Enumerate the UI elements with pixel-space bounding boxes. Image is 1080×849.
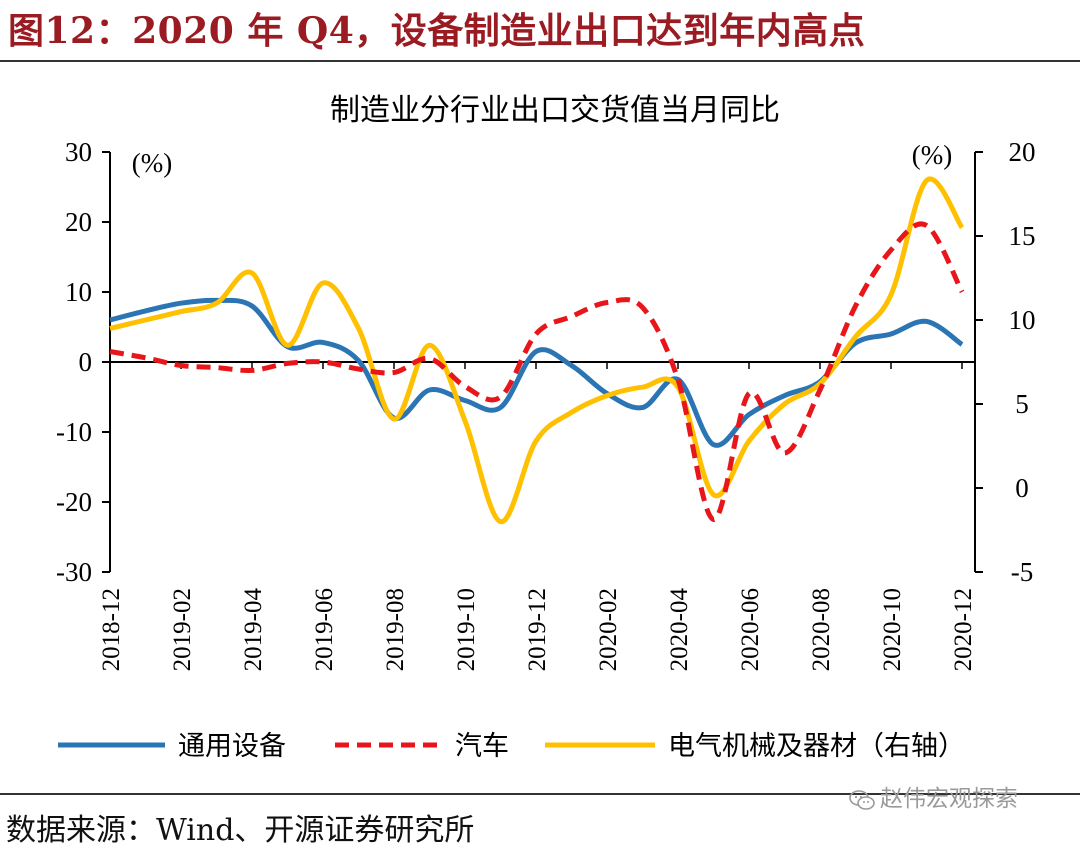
- right-axis-ticks: -5 0 5 10 15 20: [975, 137, 1036, 587]
- left-tick-label: -20: [56, 487, 92, 517]
- right-tick-label: 5: [1015, 389, 1029, 419]
- right-axis-unit: (%): [912, 140, 952, 170]
- figure-title: 图12：2020 年 Q4，设备制造业出口达到年内高点: [8, 10, 866, 52]
- watermark-text: 赵伟宏观探索: [880, 786, 1018, 812]
- x-axis-ticks: 2018-12 2019-02 2019-04 2019-06 2019-08 2019-…: [98, 362, 977, 671]
- x-tick-label: 2020-10: [879, 588, 906, 671]
- left-tick-label: 0: [79, 347, 93, 377]
- x-tick-label: 2020-12: [950, 588, 977, 671]
- series-lines: [109, 176, 965, 525]
- legend-item-auto: 汽车: [335, 731, 509, 762]
- legend-label-electrical: 电气机械及器材（右轴）: [668, 731, 965, 762]
- x-tick-label: 2019-04: [240, 588, 267, 672]
- axes: [109, 152, 976, 572]
- wechat-icon: [849, 789, 875, 810]
- x-tick-label: 2019-08: [382, 588, 409, 671]
- right-tick-label: 15: [1009, 221, 1036, 251]
- legend-item-electrical: 电气机械及器材（右轴）: [545, 731, 965, 762]
- chart-title: 制造业分行业出口交货值当月同比: [330, 93, 780, 128]
- right-tick-label: -5: [1011, 557, 1034, 587]
- x-tick-label: 2019-12: [524, 588, 551, 671]
- x-tick-label: 2018-12: [98, 588, 125, 671]
- x-tick-label: 2020-04: [666, 588, 693, 672]
- left-tick-label: 10: [65, 277, 92, 307]
- x-tick-label: 2019-02: [169, 588, 196, 671]
- legend-label-general-equipment: 通用设备: [178, 731, 286, 762]
- left-tick-label: -10: [56, 417, 92, 447]
- figure-header: 图12：2020 年 Q4，设备制造业出口达到年内高点: [0, 0, 1080, 62]
- right-tick-label: 10: [1009, 305, 1036, 335]
- left-tick-label: -30: [56, 557, 92, 587]
- watermark: 赵伟宏观探索: [848, 779, 1018, 813]
- legend-label-auto: 汽车: [455, 731, 509, 762]
- right-tick-label: 0: [1015, 473, 1029, 503]
- series-electrical-line: [109, 176, 965, 525]
- left-axis-unit: (%): [132, 148, 172, 178]
- x-tick-label: 2020-02: [595, 588, 622, 671]
- legend-item-general-equipment: 通用设备: [58, 731, 286, 762]
- left-tick-label: 30: [65, 137, 92, 167]
- series-auto-line: [109, 221, 965, 523]
- x-tick-label: 2020-06: [737, 588, 764, 671]
- source-note: 数据来源：Wind、开源证券研究所: [6, 813, 475, 848]
- left-axis-ticks: -30 -20 -10 0 10 20 30: [56, 137, 110, 587]
- line-chart: 制造业分行业出口交货值当月同比 (%) (%) -30 -20 -10 0 10 20 30…: [56, 93, 1036, 762]
- header-rule: [0, 60, 1080, 62]
- footer-rule: [0, 793, 1080, 795]
- left-tick-label: 20: [65, 207, 92, 237]
- legend: 通用设备 汽车 电气机械及器材（右轴）: [58, 731, 965, 762]
- right-tick-label: 20: [1009, 137, 1036, 167]
- x-tick-label: 2020-08: [808, 588, 835, 671]
- x-tick-label: 2019-06: [311, 588, 338, 671]
- x-tick-label: 2019-10: [453, 588, 480, 671]
- series-general-equipment-line: [109, 297, 964, 448]
